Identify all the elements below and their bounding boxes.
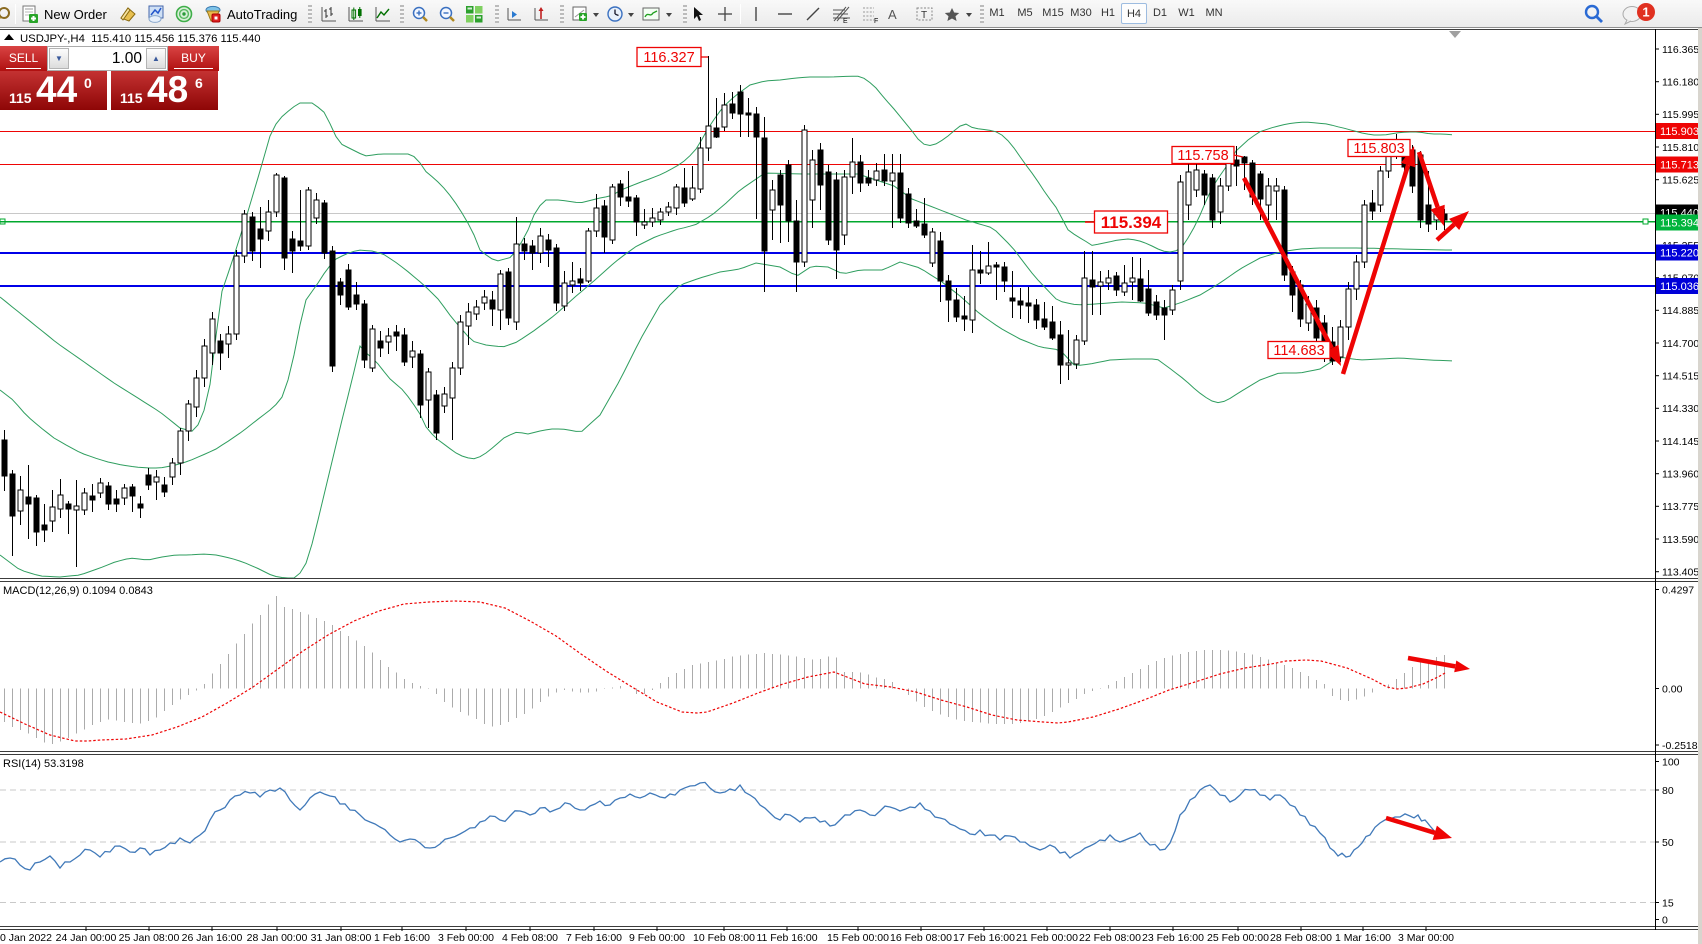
svg-text:115.903: 115.903 (1660, 126, 1699, 138)
svg-text:0: 0 (1662, 914, 1668, 926)
svg-text:-0.2518: -0.2518 (1662, 740, 1698, 752)
svg-text:9 Feb 00:00: 9 Feb 00:00 (629, 932, 685, 944)
svg-text:114.683: 114.683 (1273, 343, 1324, 359)
svg-text:115.810: 115.810 (1662, 142, 1699, 154)
svg-text:USDJPY-,H4 115.410 115.456 11: USDJPY-,H4 115.410 115.456 115.376 115.4… (20, 33, 261, 45)
svg-text:116.365: 116.365 (1662, 44, 1699, 56)
svg-text:113.960: 113.960 (1662, 468, 1699, 480)
svg-text:114.885: 114.885 (1662, 305, 1699, 317)
svg-text:MACD(12,26,9) 0.1094 0.0843: MACD(12,26,9) 0.1094 0.0843 (3, 585, 153, 597)
svg-text:15: 15 (1662, 897, 1674, 909)
svg-text:E: E (843, 18, 848, 24)
svg-text:4 Feb 08:00: 4 Feb 08:00 (502, 932, 558, 944)
svg-text:15 Feb 00:00: 15 Feb 00:00 (827, 932, 889, 944)
svg-text:113.590: 113.590 (1662, 534, 1699, 546)
svg-text:115.394: 115.394 (1101, 213, 1162, 232)
svg-text:114.330: 114.330 (1662, 403, 1699, 415)
svg-text:10 Feb 08:00: 10 Feb 08:00 (693, 932, 755, 944)
svg-text:26 Jan 16:00: 26 Jan 16:00 (182, 932, 243, 944)
svg-text:11 Feb 16:00: 11 Feb 16:00 (756, 932, 817, 944)
svg-text:115.758: 115.758 (1177, 148, 1228, 164)
svg-text:21 Feb 00:00: 21 Feb 00:00 (1016, 932, 1078, 944)
svg-text:23 Feb 16:00: 23 Feb 16:00 (1142, 932, 1204, 944)
svg-text:115.625: 115.625 (1662, 174, 1699, 186)
svg-text:17 Feb 16:00: 17 Feb 16:00 (953, 932, 1015, 944)
svg-text:113.405: 113.405 (1662, 566, 1699, 578)
svg-text:22 Feb 08:00: 22 Feb 08:00 (1079, 932, 1141, 944)
svg-text:114.700: 114.700 (1662, 338, 1699, 350)
svg-text:113.775: 113.775 (1662, 501, 1699, 513)
svg-text:RSI(14) 53.3198: RSI(14) 53.3198 (3, 758, 84, 770)
svg-text:0.00: 0.00 (1662, 683, 1683, 695)
svg-text:115.803: 115.803 (1353, 141, 1404, 157)
svg-text:116.180: 116.180 (1662, 76, 1699, 88)
svg-text:115.713: 115.713 (1660, 160, 1699, 172)
svg-text:50: 50 (1662, 837, 1674, 849)
svg-text:115.220: 115.220 (1660, 248, 1699, 260)
svg-text:100: 100 (1662, 756, 1680, 768)
svg-text:28 Feb 08:00: 28 Feb 08:00 (1270, 932, 1332, 944)
svg-text:1 Mar 16:00: 1 Mar 16:00 (1335, 932, 1391, 944)
svg-text:24 Jan 00:00: 24 Jan 00:00 (56, 932, 117, 944)
svg-text:116.327: 116.327 (643, 50, 694, 66)
svg-text:1 Feb 16:00: 1 Feb 16:00 (374, 932, 430, 944)
svg-text:115.394: 115.394 (1660, 218, 1699, 230)
svg-text:0.4297: 0.4297 (1662, 584, 1694, 596)
svg-text:80: 80 (1662, 785, 1674, 797)
svg-text:1: 1 (1642, 5, 1649, 20)
svg-text:7 Feb 16:00: 7 Feb 16:00 (566, 932, 622, 944)
svg-text:25 Jan 08:00: 25 Jan 08:00 (119, 932, 180, 944)
svg-text:28 Jan 00:00: 28 Jan 00:00 (247, 932, 308, 944)
svg-text:0 Jan 2022: 0 Jan 2022 (0, 932, 52, 944)
svg-text:115.036: 115.036 (1660, 281, 1699, 293)
svg-text:25 Feb 00:00: 25 Feb 00:00 (1207, 932, 1269, 944)
svg-text:F: F (874, 18, 878, 24)
svg-text:T: T (921, 10, 927, 21)
svg-text:16 Feb 08:00: 16 Feb 08:00 (890, 932, 952, 944)
svg-text:115.995: 115.995 (1662, 109, 1699, 121)
svg-text:114.515: 114.515 (1662, 370, 1699, 382)
svg-text:114.145: 114.145 (1662, 436, 1699, 448)
svg-text:31 Jan 08:00: 31 Jan 08:00 (311, 932, 372, 944)
svg-text:3 Mar 00:00: 3 Mar 00:00 (1398, 932, 1454, 944)
svg-text:3 Feb 00:00: 3 Feb 00:00 (438, 932, 494, 944)
